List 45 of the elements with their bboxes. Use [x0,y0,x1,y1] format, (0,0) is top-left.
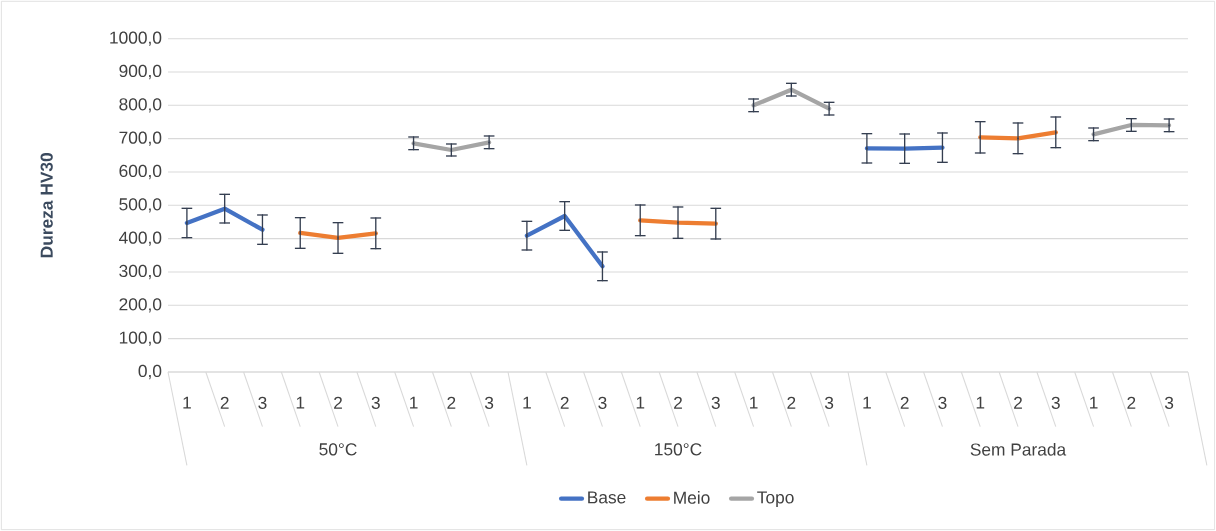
x-tick-label: 2 [1014,396,1022,409]
x-tick-label: 2 [900,396,909,409]
x-tick-label: 1 [750,396,758,409]
x-tick-label: 1 [296,396,305,409]
x-tick-label: 1 [976,396,985,409]
y-tick-label: 900,0 [119,64,162,80]
x-tick-label: 1 [636,396,645,409]
y-tick-label: 600,0 [119,164,162,180]
x-tick-label: 1 [523,396,531,409]
legend-label: Meio [674,491,710,504]
y-tick-label: 300,0 [119,264,162,280]
text: 150°C [655,443,702,456]
y-axis-title: Dureza HV30 [40,153,53,258]
legend-label: Topo [757,491,794,507]
x-tick-label: 2 [560,396,569,409]
y-tick-label: 500,0 [119,198,162,213]
x-tick-label: 3 [1051,396,1060,409]
x-tick-label: 3 [824,396,834,409]
x-tick-label: 3 [938,396,947,409]
y-tick-label: 800,0 [119,98,162,113]
x-tick-label: 2 [220,396,229,409]
x-tick-label: 3 [598,396,607,409]
x-tick-label: 2 [674,396,682,409]
x-tick-label: 2 [334,396,342,409]
text: Sem Parada [970,442,1067,456]
legend-label: Base [588,491,626,504]
x-tick-label: 2 [447,396,456,409]
y-tick-label: 400,0 [118,231,162,246]
x-tick-label: 3 [258,396,267,409]
x-tick-label: 1 [183,396,191,409]
text: 50°C [319,443,357,456]
x-tick-label: 3 [711,396,720,409]
y-tick-label: 1000,0 [110,31,162,46]
x-tick-label: 2 [787,396,796,409]
y-tick-label: 0,0 [138,364,162,380]
y-tick-label: 700,0 [119,131,162,146]
x-tick-label: 1 [863,396,871,409]
x-tick-label: 1 [1090,396,1098,409]
x-tick-label: 3 [1164,396,1174,409]
x-tick-label: 2 [1127,396,1136,409]
x-tick-label: 1 [410,396,418,409]
y-tick-label: 200,0 [119,298,162,313]
x-tick-label: 3 [371,396,380,409]
y-tick-label: 100,0 [119,331,162,346]
x-tick-label: 3 [484,396,494,409]
